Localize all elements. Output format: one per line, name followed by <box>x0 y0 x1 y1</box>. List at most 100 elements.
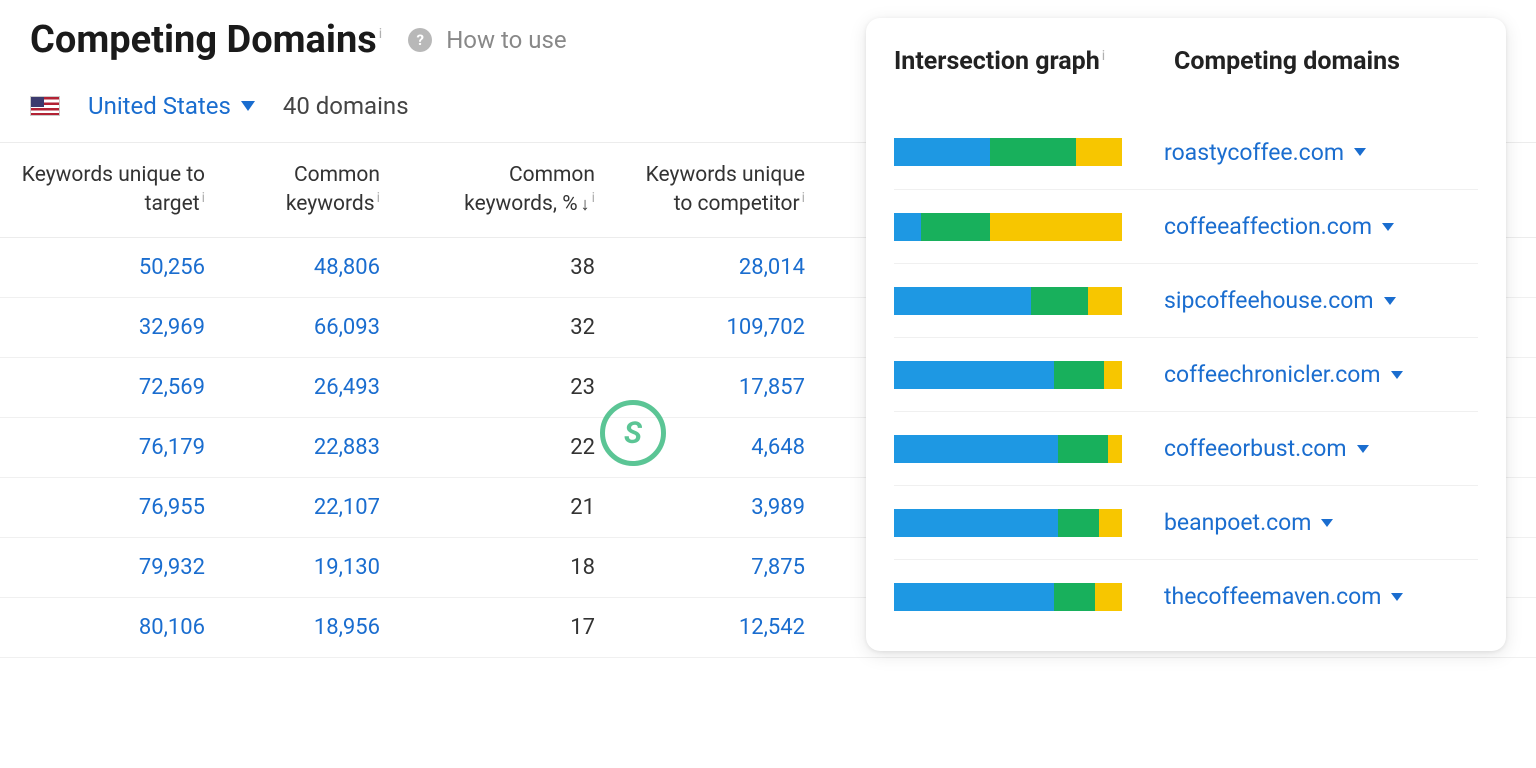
cell-unique-target[interactable]: 79,932 <box>0 555 225 580</box>
cell-unique-competitor[interactable]: 17,857 <box>615 375 825 400</box>
bar-segment <box>894 509 1058 537</box>
bar-segment <box>1095 583 1122 611</box>
bar-segment <box>894 583 1054 611</box>
country-label: United States <box>88 92 231 120</box>
sort-desc-icon: ↓ <box>581 194 590 215</box>
col-unique-target[interactable]: Keywords unique to targeti <box>0 161 225 219</box>
intersection-bar <box>894 361 1122 389</box>
bar-segment <box>1031 287 1088 315</box>
bar-segment <box>1054 361 1104 389</box>
cell-unique-target[interactable]: 80,106 <box>0 615 225 640</box>
bar-segment <box>1076 138 1122 166</box>
cell-unique-competitor[interactable]: 109,702 <box>615 315 825 340</box>
competing-domain-link[interactable]: thecoffeemaven.com <box>1164 583 1403 610</box>
cell-pct: 23 <box>400 375 615 400</box>
bar-segment <box>921 213 989 241</box>
competing-domain-link[interactable]: coffeeaffection.com <box>1164 213 1394 240</box>
chevron-down-icon <box>241 101 255 111</box>
cell-unique-competitor[interactable]: 7,875 <box>615 555 825 580</box>
bar-segment <box>1054 583 1095 611</box>
cell-unique-competitor[interactable]: 28,014 <box>615 255 825 280</box>
competing-domain-link[interactable]: sipcoffeehouse.com <box>1164 287 1396 314</box>
domain-text: sipcoffeehouse.com <box>1164 287 1374 314</box>
page-title-text: Competing Domains <box>30 18 377 62</box>
bar-segment <box>894 435 1058 463</box>
how-to-use-link[interactable]: How to use <box>446 26 566 54</box>
cell-common[interactable]: 22,107 <box>225 495 400 520</box>
panel-row: sipcoffeehouse.com <box>894 263 1478 337</box>
cell-pct: 17 <box>400 615 615 640</box>
chevron-down-icon <box>1391 593 1403 601</box>
cell-unique-target[interactable]: 76,179 <box>0 435 225 460</box>
watermark-icon: S <box>600 400 666 466</box>
chevron-down-icon <box>1382 223 1394 231</box>
intersection-bar <box>894 287 1122 315</box>
domain-text: roastycoffee.com <box>1164 139 1344 166</box>
cell-unique-competitor[interactable]: 12,542 <box>615 615 825 640</box>
bar-segment <box>894 287 1031 315</box>
chevron-down-icon <box>1357 445 1369 453</box>
cell-common[interactable]: 18,956 <box>225 615 400 640</box>
country-selector[interactable]: United States <box>88 92 255 120</box>
cell-unique-target[interactable]: 32,969 <box>0 315 225 340</box>
intersection-bar <box>894 213 1122 241</box>
cell-pct: 18 <box>400 555 615 580</box>
chevron-down-icon <box>1384 297 1396 305</box>
cell-common[interactable]: 22,883 <box>225 435 400 460</box>
domain-text: beanpoet.com <box>1164 509 1311 536</box>
panel-row: beanpoet.com <box>894 485 1478 559</box>
cell-common[interactable]: 19,130 <box>225 555 400 580</box>
info-icon[interactable]: i <box>379 26 382 42</box>
bar-segment <box>1058 435 1108 463</box>
cell-common[interactable]: 26,493 <box>225 375 400 400</box>
info-icon[interactable]: i <box>377 190 380 206</box>
bar-segment <box>894 138 990 166</box>
col-common-pct[interactable]: Common keywords, %↓i <box>400 161 615 219</box>
col-label: Keywords unique to target <box>22 163 205 216</box>
panel-heading-domains: Competing domains <box>1174 46 1478 77</box>
competing-domain-link[interactable]: beanpoet.com <box>1164 509 1333 536</box>
col-unique-competitor[interactable]: Keywords unique to competitori <box>615 161 825 219</box>
info-icon[interactable]: i <box>202 190 205 206</box>
bar-segment <box>990 213 1122 241</box>
domain-text: thecoffeemaven.com <box>1164 583 1381 610</box>
bar-segment <box>1099 509 1122 537</box>
cell-common[interactable]: 66,093 <box>225 315 400 340</box>
intersection-bar <box>894 435 1122 463</box>
panel-row: thecoffeemaven.com <box>894 559 1478 633</box>
cell-pct: 32 <box>400 315 615 340</box>
bar-segment <box>1104 361 1122 389</box>
cell-pct: 38 <box>400 255 615 280</box>
cell-unique-competitor[interactable]: 3,989 <box>615 495 825 520</box>
panel-row: roastycoffee.com <box>894 115 1478 189</box>
cell-unique-target[interactable]: 76,955 <box>0 495 225 520</box>
bar-segment <box>1088 287 1122 315</box>
bar-segment <box>894 361 1054 389</box>
cell-common[interactable]: 48,806 <box>225 255 400 280</box>
col-label: Common keywords, % <box>464 163 595 216</box>
bar-segment <box>1108 435 1122 463</box>
cell-unique-target[interactable]: 72,569 <box>0 375 225 400</box>
competing-domain-link[interactable]: coffeeorbust.com <box>1164 435 1369 462</box>
chevron-down-icon <box>1321 519 1333 527</box>
info-icon[interactable]: i <box>802 190 805 206</box>
panel-rows: roastycoffee.com coffeeaffection.com sipco… <box>894 115 1478 633</box>
info-icon[interactable]: i <box>592 190 595 206</box>
cell-unique-target[interactable]: 50,256 <box>0 255 225 280</box>
domain-text: coffeechronicler.com <box>1164 361 1381 388</box>
competing-domain-link[interactable]: coffeechronicler.com <box>1164 361 1403 388</box>
panel-row: coffeeaffection.com <box>894 189 1478 263</box>
info-icon[interactable]: i <box>1102 48 1105 64</box>
intersection-panel: Intersection graphi Competing domains ro… <box>866 18 1506 651</box>
competing-domain-link[interactable]: roastycoffee.com <box>1164 139 1366 166</box>
col-common-keywords[interactable]: Common keywordsi <box>225 161 400 219</box>
intersection-bar <box>894 509 1122 537</box>
help-icon[interactable]: ? <box>408 28 432 52</box>
intersection-bar <box>894 583 1122 611</box>
chevron-down-icon <box>1354 148 1366 156</box>
domain-text: coffeeorbust.com <box>1164 435 1347 462</box>
bar-segment <box>990 138 1077 166</box>
us-flag-icon <box>30 96 60 116</box>
col-label: Common keywords <box>286 163 380 216</box>
panel-heading-text: Intersection graph <box>894 47 1100 76</box>
